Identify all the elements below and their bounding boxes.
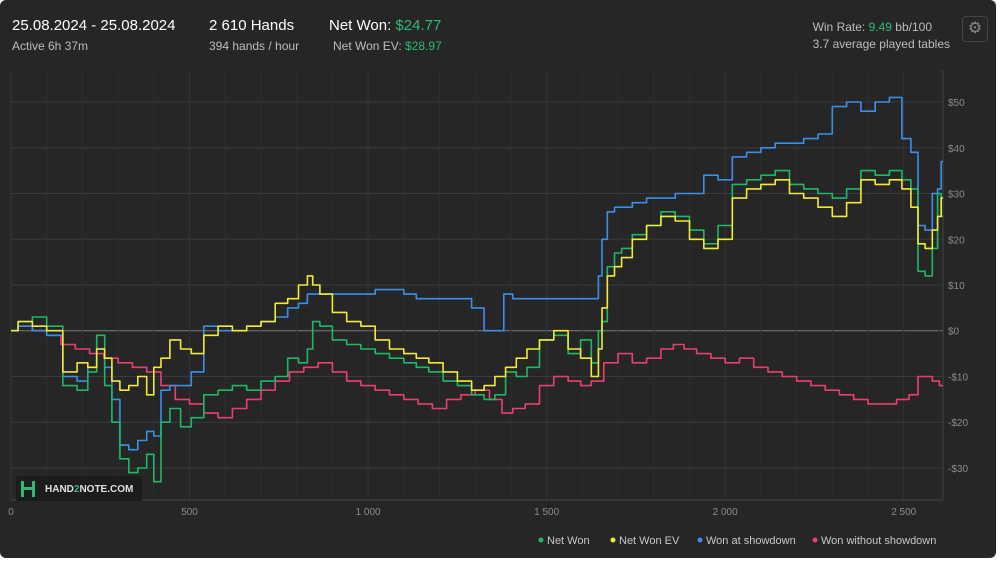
logo-text-c: NOTE.COM	[79, 484, 133, 495]
hands-count: 2 610 Hands	[209, 17, 295, 34]
legend-item[interactable]: Won at showdown	[697, 535, 796, 547]
x-tick-label: 2 500	[891, 507, 916, 518]
y-tick-label: $0	[948, 327, 960, 338]
net-won-label: Net Won:	[329, 17, 392, 34]
y-tick-label: $10	[948, 281, 965, 292]
x-tick-label: 1 500	[534, 507, 559, 518]
win-rate-label: Win Rate:	[812, 20, 866, 34]
legend-item[interactable]: Won without showdown	[812, 535, 937, 547]
net-won-summary: Net Won: $24.77	[329, 17, 441, 34]
win-rate-unit: bb/100	[895, 20, 932, 34]
hands-per-hour: 394 hands / hour	[209, 39, 300, 53]
legend-label: Net Won EV	[619, 535, 680, 547]
win-rate-value: 9.49	[868, 20, 892, 34]
legend-label: Net Won	[547, 535, 590, 547]
gear-icon[interactable]: ⚙	[962, 16, 988, 42]
series-line-net-won-ev	[11, 179, 943, 396]
hand2note-logo: HAND2NOTE.COM	[16, 476, 142, 501]
x-tick-label: 2 000	[713, 507, 738, 518]
legend-marker	[697, 537, 703, 543]
logo-text-a: HAND	[45, 484, 74, 495]
win-rate: Win Rate: 9.49 bb/100	[813, 20, 932, 34]
x-tick-label: 1 000	[356, 507, 381, 518]
y-tick-label: $40	[948, 144, 965, 155]
y-tick-label: $30	[948, 190, 965, 201]
profit-chart: $50 $40 $30 $20 $10 $0 -$10 -$20 -$30 0 500 1 000 1…	[8, 70, 968, 547]
active-time: Active 6h 37m	[12, 39, 89, 53]
logo-text-b: 2	[74, 484, 80, 495]
legend-marker	[812, 537, 818, 543]
x-tick-label: 0	[8, 507, 14, 518]
date-range: 25.08.2024 - 25.08.2024	[12, 17, 176, 34]
net-won-ev-label: Net Won EV:	[333, 39, 402, 53]
legend-label: Won without showdown	[821, 535, 936, 547]
y-tick-label: -$10	[948, 372, 968, 383]
series-line-net-won	[11, 169, 943, 483]
y-tick-label: $50	[948, 98, 965, 109]
net-won-ev-summary: Net Won EV: $28.97	[333, 39, 442, 53]
net-won-value: $24.77	[395, 17, 442, 34]
logo-text: HAND2NOTE.COM	[45, 484, 133, 495]
legend-label: Won at showdown	[706, 535, 796, 547]
logo-background	[16, 476, 142, 501]
average-tables: 3.7 average played tables	[812, 37, 950, 51]
y-tick-label: -$20	[948, 418, 968, 429]
legend-marker	[610, 537, 616, 543]
grid	[10, 70, 944, 501]
net-won-ev-value: $28.97	[405, 39, 442, 53]
legend-marker	[538, 537, 544, 543]
series-line-won-without-showdown	[11, 325, 943, 419]
x-tick-label: 500	[181, 507, 198, 518]
legend-item[interactable]: Net Won	[538, 535, 590, 547]
hand2note-logo-icon	[21, 481, 35, 497]
series-lines	[11, 96, 943, 483]
series-line-won-at-showdown	[11, 96, 943, 451]
y-tick-label: -$30	[948, 464, 968, 475]
x-axis-ticks: 0 500 1 000 1 500 2 000 2 500	[8, 507, 916, 518]
legend[interactable]: Net Won Net Won EV Won at showdown Won with…	[538, 535, 937, 547]
y-tick-label: $20	[948, 235, 965, 246]
legend-item[interactable]: Net Won EV	[610, 535, 680, 547]
y-axis-ticks: $50 $40 $30 $20 $10 $0 -$10 -$20 -$30	[948, 98, 968, 475]
